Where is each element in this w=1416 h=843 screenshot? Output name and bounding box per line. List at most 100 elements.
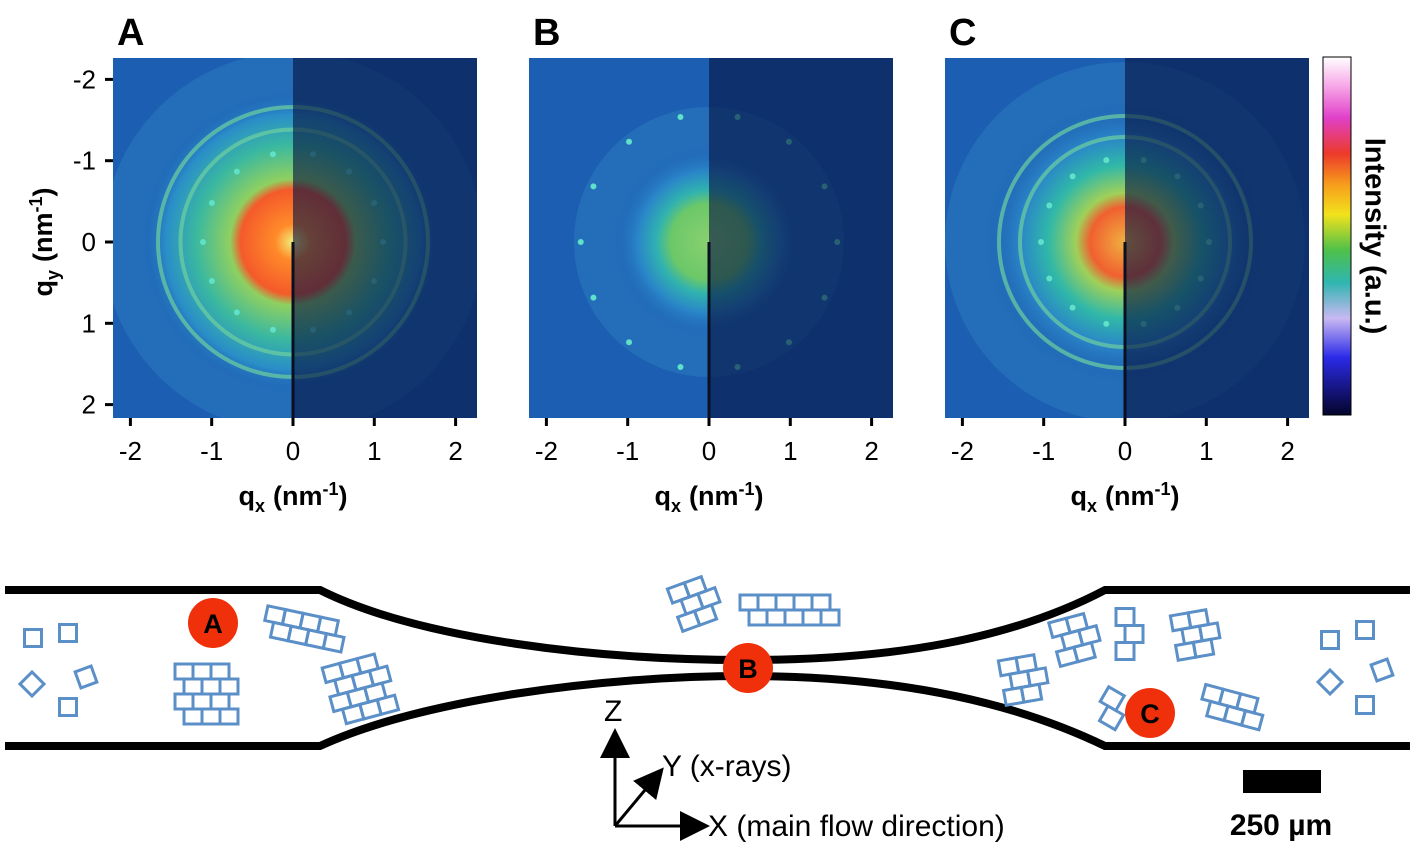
y-tick-label: 1 (82, 308, 96, 338)
spot (1069, 304, 1076, 311)
x-tick-label: 0 (702, 436, 716, 466)
brick (1097, 703, 1126, 732)
spot (269, 151, 276, 158)
crystal (73, 664, 99, 690)
crystal (1168, 607, 1222, 663)
unit: (nm (1105, 481, 1155, 511)
crystal (1114, 607, 1145, 661)
x-tick-label: -1 (1032, 436, 1055, 466)
marker-label: A (203, 609, 223, 639)
marker (1125, 688, 1175, 738)
x-axis-label: qx (nm-1) (654, 479, 763, 516)
brick (73, 664, 99, 690)
marker-label: B (738, 654, 758, 684)
spot (233, 168, 240, 175)
spot (1103, 320, 1110, 327)
crystal (1046, 611, 1102, 669)
brick (1355, 620, 1375, 640)
brick (200, 707, 222, 726)
brick (692, 602, 719, 628)
spot (200, 239, 206, 245)
q: q (28, 280, 58, 297)
crystal (1097, 684, 1127, 732)
q: q (238, 481, 255, 511)
scattering-image (113, 58, 477, 418)
scattering-image (529, 58, 893, 418)
brick (747, 608, 769, 627)
brick (321, 631, 346, 654)
y-axis-label: qy (nm-1) (26, 187, 63, 296)
colorbar (1322, 56, 1352, 416)
brick (173, 662, 195, 681)
brick (58, 623, 78, 643)
sup: -1 (739, 479, 755, 499)
y-tick-label: -2 (73, 64, 96, 94)
dark-half (1125, 58, 1309, 418)
brick (218, 677, 240, 696)
crystal (17, 669, 47, 699)
y-tick-label: 2 (82, 390, 96, 420)
spot (677, 113, 684, 120)
brick (810, 593, 832, 612)
sup: -1 (26, 196, 46, 212)
unit: (nm (689, 481, 739, 511)
sub: y (43, 270, 63, 280)
spot (1046, 275, 1053, 282)
brick (209, 692, 231, 711)
channel-diagram: Z Y (x-rays) X (main flow direction) 250… (5, 574, 1410, 843)
x-tick-label: -2 (951, 436, 974, 466)
marker (723, 643, 773, 693)
brick (191, 662, 213, 681)
crystal (263, 604, 346, 654)
brick (375, 693, 401, 717)
brick (209, 662, 231, 681)
brick (17, 669, 47, 699)
sup: -1 (1155, 479, 1171, 499)
scale-bar (1243, 770, 1321, 793)
spot (577, 239, 584, 245)
brick (1123, 624, 1145, 644)
crystal (738, 593, 841, 627)
brick (1114, 641, 1136, 661)
panel-letter: C (949, 12, 976, 54)
spot (590, 183, 597, 190)
spot (626, 138, 633, 145)
crystal (1200, 682, 1265, 732)
channel-wall (5, 671, 1410, 750)
crystal (1369, 657, 1395, 683)
y-tick-label: 0 (82, 227, 96, 257)
sub: x (671, 496, 681, 516)
x-tick-label: 1 (1199, 436, 1213, 466)
close: ) (339, 481, 348, 511)
scattering-panel: B-2 -1 0 1 2qx (nm-1) (529, 12, 893, 516)
q: q (654, 481, 671, 511)
x-tick-label: 2 (864, 436, 878, 466)
crystal (320, 652, 401, 726)
brick (218, 707, 240, 726)
brick (783, 608, 805, 627)
dark-half (709, 58, 893, 418)
brick (1239, 708, 1265, 732)
brick (774, 593, 796, 612)
spot (233, 309, 240, 316)
brick (1369, 657, 1395, 683)
dark-half (293, 58, 477, 418)
crystal (1315, 667, 1345, 697)
crystal (58, 623, 78, 643)
x-tick-label: -1 (616, 436, 639, 466)
brick (191, 692, 213, 711)
x-tick-label: 2 (1280, 436, 1294, 466)
x-tick-label: 1 (367, 436, 381, 466)
brick (1355, 695, 1375, 715)
crystal (1355, 620, 1375, 640)
crystal (1320, 630, 1340, 650)
crystal (173, 662, 240, 726)
spot (208, 278, 215, 285)
x-tick-label: 1 (783, 436, 797, 466)
spot (677, 364, 684, 371)
colorbar-label: Intensity (a.u.) (1358, 138, 1390, 335)
x-axis-label: qx (nm-1) (1070, 479, 1179, 516)
scattering-panel: C-2 -1 0 1 2qx (nm-1) (945, 12, 1309, 516)
close: ) (1171, 481, 1180, 511)
